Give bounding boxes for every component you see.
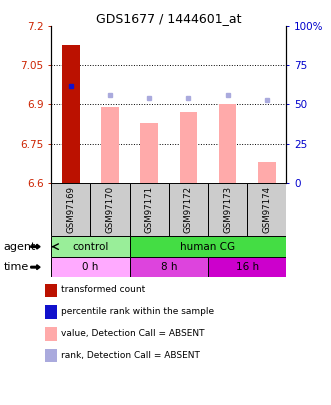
- Bar: [51, 183, 90, 237]
- Text: agent: agent: [3, 242, 36, 252]
- Text: GSM97170: GSM97170: [106, 186, 115, 233]
- Bar: [90, 183, 130, 237]
- Title: GDS1677 / 1444601_at: GDS1677 / 1444601_at: [96, 12, 242, 25]
- Text: percentile rank within the sample: percentile rank within the sample: [61, 307, 214, 316]
- Text: transformed count: transformed count: [61, 286, 145, 294]
- Text: rank, Detection Call = ABSENT: rank, Detection Call = ABSENT: [61, 351, 200, 360]
- Bar: [130, 183, 169, 237]
- Text: GSM97174: GSM97174: [262, 186, 271, 233]
- Text: GSM97172: GSM97172: [184, 186, 193, 233]
- Text: 0 h: 0 h: [82, 262, 99, 272]
- Bar: [208, 257, 286, 277]
- Bar: [62, 45, 80, 183]
- Text: GSM97171: GSM97171: [145, 186, 154, 233]
- Bar: [101, 107, 119, 183]
- Text: control: control: [72, 242, 109, 252]
- Text: GSM97173: GSM97173: [223, 186, 232, 233]
- Bar: [130, 257, 208, 277]
- Text: 16 h: 16 h: [236, 262, 259, 272]
- Bar: [51, 257, 130, 277]
- Bar: [140, 123, 158, 183]
- Text: value, Detection Call = ABSENT: value, Detection Call = ABSENT: [61, 329, 204, 338]
- Text: 8 h: 8 h: [161, 262, 177, 272]
- Bar: [130, 237, 286, 257]
- Bar: [258, 162, 275, 183]
- Text: time: time: [3, 262, 28, 272]
- Bar: [208, 183, 247, 237]
- Bar: [219, 104, 236, 183]
- Bar: [247, 183, 286, 237]
- Bar: [169, 183, 208, 237]
- Text: GSM97169: GSM97169: [67, 186, 75, 233]
- Text: human CG: human CG: [180, 242, 236, 252]
- Bar: [51, 237, 130, 257]
- Bar: [180, 112, 197, 183]
